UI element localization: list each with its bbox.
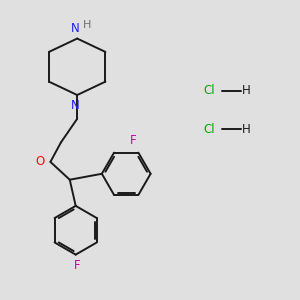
Text: H: H (242, 123, 250, 136)
Text: F: F (74, 259, 80, 272)
Text: F: F (130, 134, 136, 147)
Text: Cl: Cl (203, 123, 215, 136)
Text: N: N (71, 22, 80, 35)
Text: H: H (82, 20, 91, 30)
Text: Cl: Cl (203, 84, 215, 97)
Text: N: N (71, 99, 80, 112)
Text: H: H (242, 84, 250, 97)
Text: O: O (36, 155, 45, 168)
